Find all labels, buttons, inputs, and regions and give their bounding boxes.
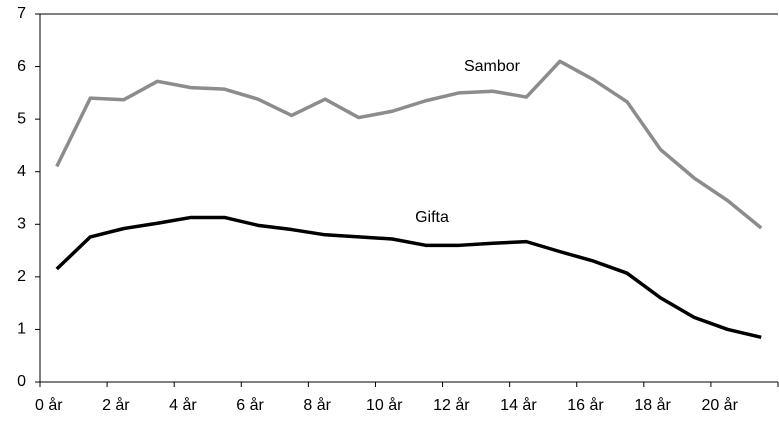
x-tick-label: 16 år: [567, 396, 604, 414]
x-tick-label: 0 år: [35, 396, 63, 414]
y-tick-label: 2: [17, 268, 26, 285]
x-tick-label: 14 år: [500, 396, 537, 414]
x-tick-label: 12 år: [433, 396, 470, 414]
x-tick-label: 18 år: [634, 396, 671, 414]
series-label: Sambor: [464, 58, 521, 75]
x-tick-label: 20 år: [701, 396, 738, 414]
y-tick-label: 1: [17, 321, 26, 338]
y-tick-label: 6: [17, 58, 26, 75]
y-tick-label: 0: [17, 373, 26, 390]
y-tick-label: 7: [17, 5, 26, 22]
x-tick-label: 8 år: [303, 396, 331, 414]
y-tick-label: 5: [17, 110, 26, 127]
y-tick-label: 4: [17, 163, 26, 180]
series-line: [55, 215, 762, 340]
x-tick-label: 10 år: [366, 396, 403, 414]
y-tick-label: 3: [17, 216, 26, 233]
series-line: [55, 59, 763, 230]
x-tick-label: 4 år: [169, 396, 197, 414]
series-label: Gifta: [415, 209, 449, 226]
x-tick-label: 2 år: [102, 396, 130, 414]
x-tick-label: 6 år: [236, 396, 264, 414]
